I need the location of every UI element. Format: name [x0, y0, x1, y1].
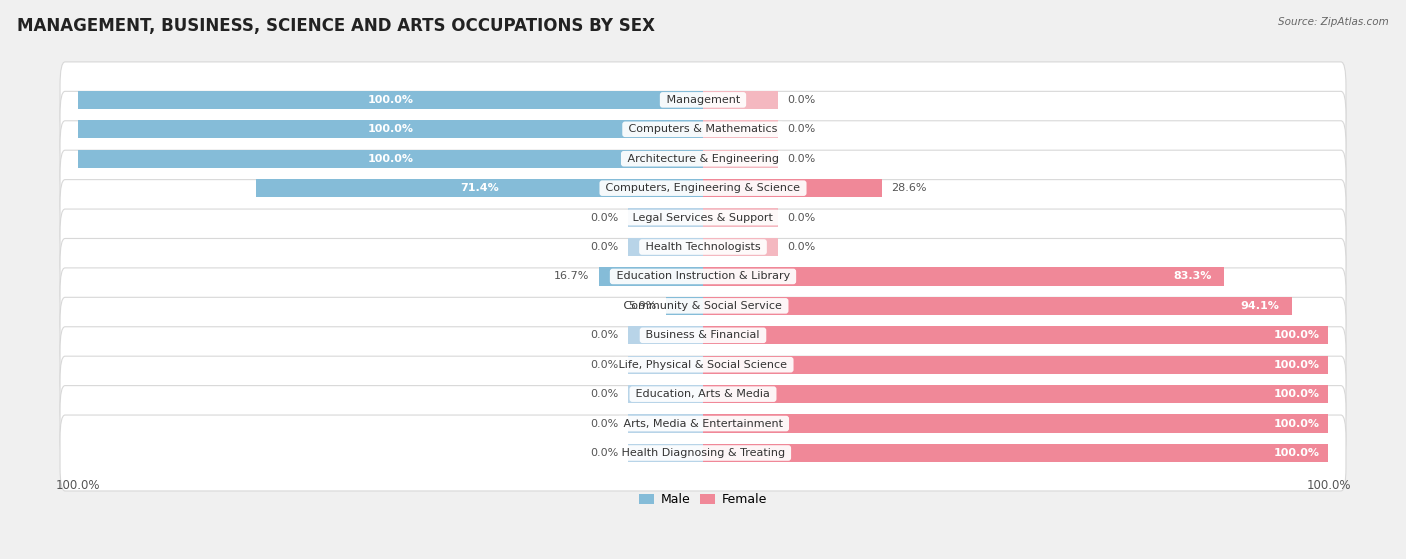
Bar	[599, 267, 703, 286]
Text: Legal Services & Support: Legal Services & Support	[630, 212, 776, 222]
Bar	[628, 444, 703, 462]
Text: 71.4%: 71.4%	[460, 183, 499, 193]
Bar	[666, 297, 703, 315]
Text: 0.0%: 0.0%	[591, 359, 619, 369]
Text: 100.0%: 100.0%	[1274, 389, 1320, 399]
Bar	[256, 179, 703, 197]
Text: 0.0%: 0.0%	[787, 124, 815, 134]
FancyBboxPatch shape	[60, 91, 1346, 167]
Text: Life, Physical & Social Science: Life, Physical & Social Science	[616, 359, 790, 369]
Bar	[703, 238, 778, 256]
Text: 0.0%: 0.0%	[591, 448, 619, 458]
Bar	[703, 326, 1329, 344]
Text: 0.0%: 0.0%	[591, 419, 619, 429]
Bar	[77, 120, 703, 139]
Text: 16.7%: 16.7%	[554, 272, 589, 281]
Text: 100.0%: 100.0%	[1274, 448, 1320, 458]
FancyBboxPatch shape	[60, 179, 1346, 255]
FancyBboxPatch shape	[60, 239, 1346, 314]
Bar	[703, 267, 1225, 286]
FancyBboxPatch shape	[60, 415, 1346, 491]
Bar	[703, 414, 1329, 433]
Text: Education Instruction & Library: Education Instruction & Library	[613, 272, 793, 281]
Text: 0.0%: 0.0%	[787, 242, 815, 252]
Bar	[628, 326, 703, 344]
FancyBboxPatch shape	[60, 356, 1346, 432]
Text: Source: ZipAtlas.com: Source: ZipAtlas.com	[1278, 17, 1389, 27]
Text: Education, Arts & Media: Education, Arts & Media	[633, 389, 773, 399]
Legend: Male, Female: Male, Female	[634, 488, 772, 511]
Bar	[703, 209, 778, 227]
FancyBboxPatch shape	[60, 62, 1346, 138]
FancyBboxPatch shape	[60, 297, 1346, 373]
Text: 5.9%: 5.9%	[628, 301, 657, 311]
Bar	[628, 209, 703, 227]
Bar	[77, 150, 703, 168]
Text: Health Technologists: Health Technologists	[643, 242, 763, 252]
Bar	[703, 385, 1329, 403]
Bar	[703, 150, 778, 168]
Text: Arts, Media & Entertainment: Arts, Media & Entertainment	[620, 419, 786, 429]
Bar	[628, 414, 703, 433]
Text: Community & Social Service: Community & Social Service	[620, 301, 786, 311]
Bar	[703, 179, 882, 197]
FancyBboxPatch shape	[60, 327, 1346, 402]
Text: 0.0%: 0.0%	[591, 330, 619, 340]
Text: 100.0%: 100.0%	[1274, 419, 1320, 429]
Text: 100.0%: 100.0%	[367, 124, 413, 134]
FancyBboxPatch shape	[60, 150, 1346, 226]
Bar	[703, 444, 1329, 462]
Text: 83.3%: 83.3%	[1174, 272, 1212, 281]
Text: 100.0%: 100.0%	[367, 154, 413, 164]
FancyBboxPatch shape	[60, 121, 1346, 197]
Text: 100.0%: 100.0%	[1274, 330, 1320, 340]
Text: 0.0%: 0.0%	[787, 154, 815, 164]
Text: 100.0%: 100.0%	[367, 95, 413, 105]
Text: 100.0%: 100.0%	[1274, 359, 1320, 369]
Text: Business & Financial: Business & Financial	[643, 330, 763, 340]
Text: 0.0%: 0.0%	[591, 389, 619, 399]
Text: MANAGEMENT, BUSINESS, SCIENCE AND ARTS OCCUPATIONS BY SEX: MANAGEMENT, BUSINESS, SCIENCE AND ARTS O…	[17, 17, 655, 35]
Bar	[703, 91, 778, 109]
Text: Health Diagnosing & Treating: Health Diagnosing & Treating	[617, 448, 789, 458]
Text: 0.0%: 0.0%	[787, 95, 815, 105]
Text: Management: Management	[662, 95, 744, 105]
Bar	[77, 91, 703, 109]
Text: 0.0%: 0.0%	[591, 212, 619, 222]
Text: 0.0%: 0.0%	[787, 212, 815, 222]
FancyBboxPatch shape	[60, 386, 1346, 462]
Text: Computers, Engineering & Science: Computers, Engineering & Science	[602, 183, 804, 193]
Text: Architecture & Engineering: Architecture & Engineering	[624, 154, 782, 164]
Text: 0.0%: 0.0%	[591, 242, 619, 252]
Bar	[628, 238, 703, 256]
Text: 94.1%: 94.1%	[1241, 301, 1279, 311]
Bar	[628, 385, 703, 403]
Text: Computers & Mathematics: Computers & Mathematics	[626, 124, 780, 134]
Text: 28.6%: 28.6%	[891, 183, 927, 193]
FancyBboxPatch shape	[60, 268, 1346, 344]
Bar	[703, 297, 1292, 315]
Bar	[703, 356, 1329, 374]
Bar	[703, 120, 778, 139]
FancyBboxPatch shape	[60, 209, 1346, 285]
Bar	[628, 356, 703, 374]
